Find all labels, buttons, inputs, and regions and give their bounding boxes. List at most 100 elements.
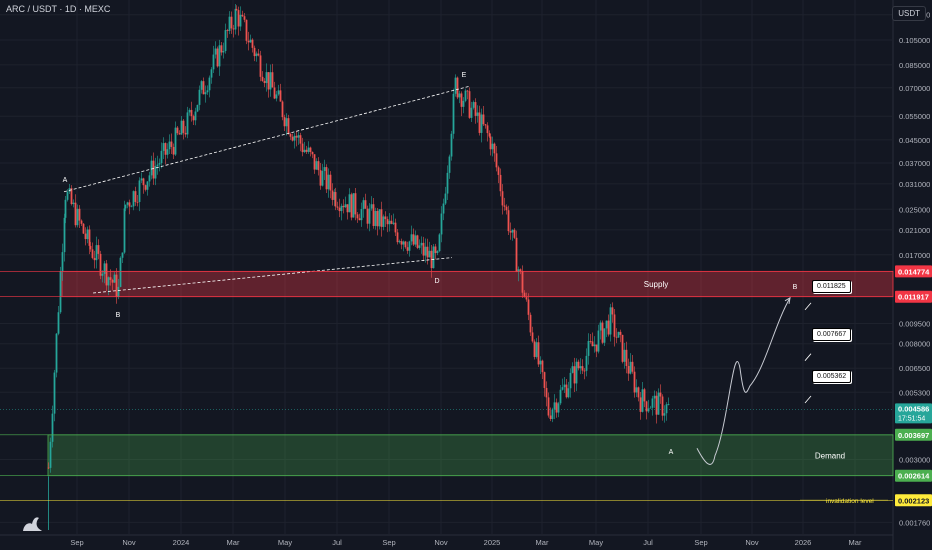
candle-body bbox=[186, 112, 189, 135]
candle-body bbox=[210, 69, 213, 78]
candle-body bbox=[641, 389, 644, 412]
candle-body bbox=[243, 16, 246, 20]
candle-body bbox=[206, 90, 209, 93]
candle-body bbox=[573, 366, 576, 384]
candle-body bbox=[581, 366, 584, 371]
candle-body bbox=[549, 415, 552, 420]
candle-body bbox=[72, 202, 75, 205]
y-tick-label: 0.070000 bbox=[899, 84, 930, 93]
candle-body bbox=[667, 404, 670, 405]
candle-body bbox=[331, 190, 334, 200]
candle-body bbox=[649, 407, 652, 409]
candle-body bbox=[452, 93, 455, 134]
candle-body bbox=[168, 141, 171, 150]
candle-body bbox=[665, 404, 668, 414]
candle-body bbox=[382, 216, 385, 227]
candle-body bbox=[176, 127, 179, 134]
candle-body bbox=[619, 331, 622, 335]
candle-body bbox=[111, 279, 114, 283]
candle-body bbox=[146, 181, 149, 190]
candle-body bbox=[172, 146, 175, 155]
candle-body bbox=[170, 141, 173, 147]
candle-body bbox=[386, 219, 389, 225]
candle-body bbox=[499, 174, 502, 192]
candle-body bbox=[366, 208, 369, 224]
candle-body bbox=[513, 229, 516, 238]
candle-body bbox=[279, 90, 282, 102]
candle-body bbox=[277, 90, 280, 95]
candle-body bbox=[93, 257, 96, 261]
candle-body bbox=[289, 133, 292, 137]
candle-body bbox=[336, 206, 339, 208]
candle-body bbox=[396, 232, 399, 243]
candle-body bbox=[547, 397, 550, 416]
candle-body bbox=[70, 188, 73, 205]
tradingview-logo-icon[interactable] bbox=[20, 512, 44, 534]
candle-body bbox=[484, 124, 487, 126]
candle-body bbox=[89, 245, 92, 250]
candle-body bbox=[99, 253, 102, 276]
candle-body bbox=[599, 322, 602, 331]
candle-body bbox=[414, 235, 417, 245]
candle-body bbox=[450, 133, 453, 157]
candle-body bbox=[539, 360, 542, 365]
currency-selector[interactable]: USDT bbox=[892, 6, 926, 21]
candle-body bbox=[259, 55, 262, 77]
candle-body bbox=[372, 204, 375, 226]
candle-body bbox=[428, 250, 431, 258]
candle-body bbox=[368, 208, 371, 224]
candle-body bbox=[126, 202, 129, 205]
candle-body bbox=[448, 156, 451, 173]
candle-body bbox=[402, 241, 405, 245]
candle-body bbox=[128, 202, 131, 207]
candle-body bbox=[470, 107, 473, 118]
candle-body bbox=[440, 213, 443, 235]
candle-body bbox=[585, 355, 588, 371]
y-tick-label: 0.005300 bbox=[899, 388, 930, 397]
candle-body bbox=[412, 234, 415, 245]
candle-body bbox=[134, 191, 137, 202]
y-tick-label: 0.003000 bbox=[899, 455, 930, 464]
candle-body bbox=[323, 167, 326, 171]
candle-body bbox=[190, 109, 193, 117]
candle-body bbox=[545, 387, 548, 398]
candle-body bbox=[533, 341, 536, 357]
candle-body bbox=[113, 274, 116, 283]
candle-body bbox=[595, 344, 598, 352]
candle-body bbox=[237, 10, 240, 27]
wave-label: A bbox=[669, 449, 674, 456]
candle-body bbox=[342, 205, 345, 208]
candle-body bbox=[523, 292, 526, 298]
candle-body bbox=[124, 204, 127, 209]
candle-body bbox=[468, 91, 471, 118]
candle-body bbox=[192, 116, 195, 121]
candle-body bbox=[426, 246, 429, 258]
y-tick-label: 0.017000 bbox=[899, 251, 930, 260]
candle-body bbox=[305, 149, 308, 152]
candle-body bbox=[325, 167, 328, 190]
candle-body bbox=[418, 245, 421, 248]
x-tick-label: 2024 bbox=[173, 538, 190, 547]
candle-body bbox=[66, 191, 69, 200]
candle-body bbox=[119, 257, 122, 287]
candle-body bbox=[63, 217, 66, 253]
current-price-tag bbox=[895, 403, 932, 424]
candle-body bbox=[587, 341, 590, 356]
supply-top-tag bbox=[895, 265, 932, 278]
x-tick-label: Sep bbox=[382, 538, 395, 547]
candle-body bbox=[571, 366, 574, 373]
candle-body bbox=[501, 191, 504, 206]
candle-body bbox=[198, 89, 201, 105]
candle-body bbox=[394, 222, 397, 233]
candle-body bbox=[663, 413, 666, 416]
candle-body bbox=[51, 413, 54, 442]
y-tick-label: 0.037000 bbox=[899, 159, 930, 168]
candle-body bbox=[184, 132, 187, 135]
candle-body bbox=[597, 330, 600, 352]
candle-body bbox=[281, 101, 284, 118]
x-tick-label: Nov bbox=[745, 538, 759, 547]
candle-body bbox=[609, 307, 612, 335]
target-pointer bbox=[804, 353, 812, 361]
candle-body bbox=[434, 246, 437, 254]
